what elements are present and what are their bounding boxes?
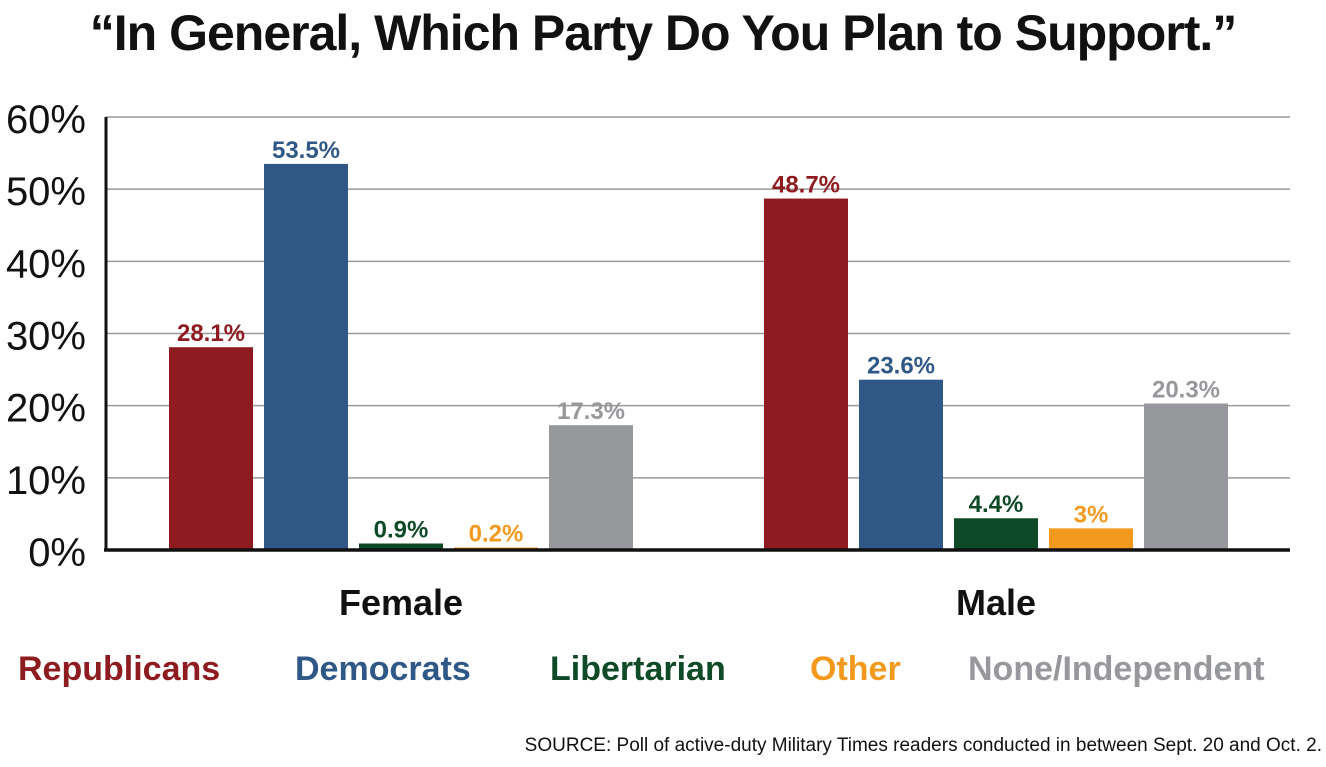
data-label: 23.6% — [867, 353, 935, 380]
data-label: 53.5% — [272, 137, 340, 164]
legend-item: Democrats — [295, 650, 471, 688]
legend-item: None/Independent — [968, 650, 1265, 688]
data-label: 48.7% — [772, 172, 840, 199]
y-tick-label: 0% — [28, 531, 86, 575]
legend-item: Other — [810, 650, 901, 688]
y-tick-label: 60% — [6, 98, 86, 142]
bar — [1144, 403, 1228, 550]
data-label: 17.3% — [557, 398, 625, 425]
bar — [549, 425, 633, 550]
x-category-label: Female — [339, 582, 463, 623]
y-tick-label: 40% — [6, 242, 86, 286]
bar — [954, 518, 1038, 550]
bar — [359, 543, 443, 550]
data-label: 20.3% — [1152, 377, 1220, 404]
bar — [1049, 528, 1133, 550]
data-label: 3% — [1074, 501, 1109, 528]
legend: Republicans Democrats Libertarian Other None… — [0, 650, 1326, 700]
bar — [859, 379, 943, 550]
bar-chart: 0% 10% 20% 30% 40% 50% 60% 28.1% 53.5% 0.9% 0.2% 17… — [6, 98, 1290, 623]
y-tick-label: 30% — [6, 315, 86, 359]
legend-item: Republicans — [18, 650, 221, 688]
chart-title: “In General, Which Party Do You Plan to … — [89, 5, 1237, 61]
bar — [169, 347, 253, 550]
data-label: 0.9% — [374, 517, 429, 544]
data-label: 4.4% — [969, 491, 1024, 518]
y-tick-label: 10% — [6, 459, 86, 503]
source-note: SOURCE: Poll of active-duty Military Tim… — [524, 735, 1322, 756]
y-tick-label: 20% — [6, 387, 86, 431]
data-label: 0.2% — [469, 521, 524, 548]
data-label: 28.1% — [177, 320, 245, 347]
bar — [764, 198, 848, 550]
legend-item: Libertarian — [550, 650, 726, 688]
x-category-label: Male — [956, 582, 1036, 623]
bar — [264, 163, 348, 551]
y-tick-label: 50% — [6, 170, 86, 214]
